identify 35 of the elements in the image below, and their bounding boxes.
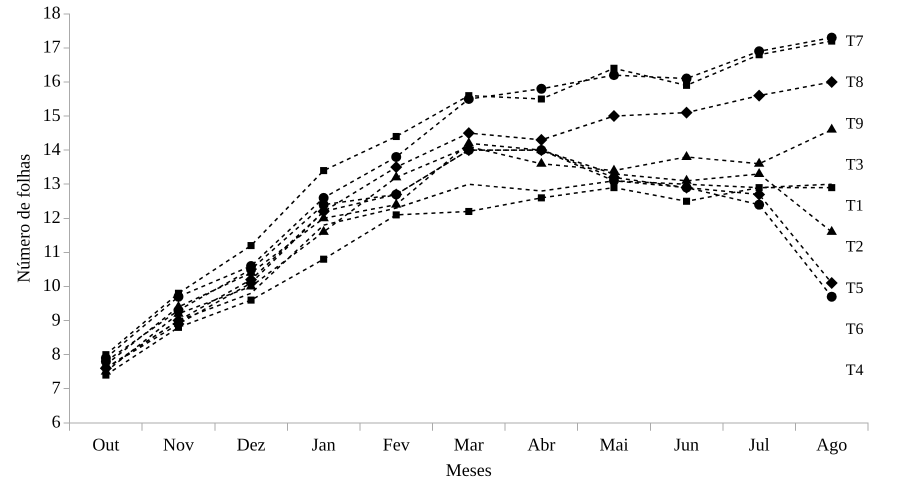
y-tick-label: 16 xyxy=(42,70,61,91)
y-tick-label: 18 xyxy=(42,2,61,23)
y-tick-label: 12 xyxy=(42,207,61,228)
x-tick-label: Dez xyxy=(236,434,266,454)
x-tick-label: Abr xyxy=(527,434,556,454)
x-tick-label: Mai xyxy=(599,434,628,454)
y-axis-title: Número de folhas xyxy=(14,154,34,283)
annotation: T6 xyxy=(846,320,864,338)
annotation: T5 xyxy=(846,280,864,297)
x-tick-label: Fev xyxy=(382,434,410,454)
y-tick-label: 13 xyxy=(42,172,61,193)
x-tick-label: Jul xyxy=(748,434,770,454)
x-tick-label: Ago xyxy=(816,434,848,454)
x-tick-label: Mar xyxy=(454,434,484,454)
annotation: T9 xyxy=(846,115,864,132)
annotation: T4 xyxy=(846,362,864,380)
x-tick-label: Out xyxy=(92,434,120,454)
x-tick-label: Jun xyxy=(674,434,700,454)
y-tick-label: 10 xyxy=(42,275,61,296)
y-tick-label: 11 xyxy=(43,241,61,262)
y-tick-label: 6 xyxy=(52,412,61,432)
annotation: T3 xyxy=(846,156,864,174)
y-tick-label: 8 xyxy=(52,343,61,364)
y-tick-label: 9 xyxy=(52,309,61,330)
y-tick-label: 15 xyxy=(42,104,61,125)
x-tick-label: Nov xyxy=(162,434,194,454)
annotation: T1 xyxy=(846,198,864,215)
y-tick-label: 7 xyxy=(52,377,61,398)
y-tick-label: 17 xyxy=(42,36,61,57)
x-tick-label: Jan xyxy=(312,434,336,454)
annotation: T2 xyxy=(846,238,864,256)
annotation: T8 xyxy=(846,74,864,92)
annotation: T7 xyxy=(846,33,864,50)
y-tick-label: 14 xyxy=(42,138,61,159)
x-axis-title: Meses xyxy=(446,460,492,480)
